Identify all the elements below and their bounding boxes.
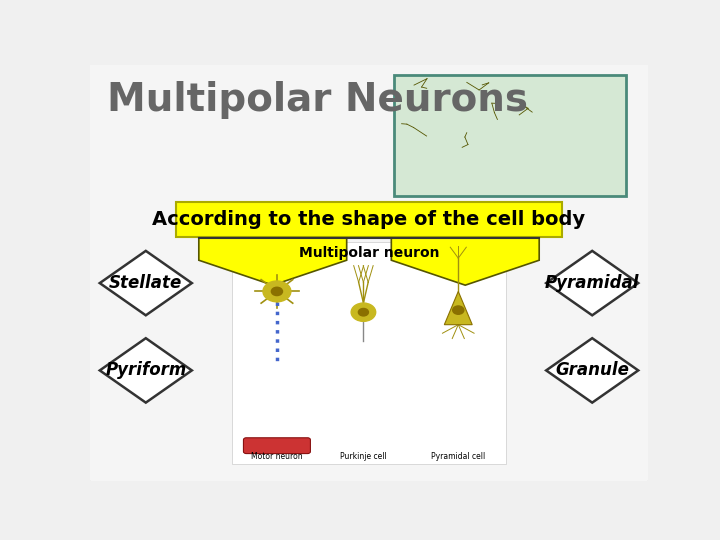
Text: Granule: Granule: [555, 361, 629, 380]
Circle shape: [453, 306, 464, 314]
Text: Multipolar neuron: Multipolar neuron: [299, 246, 439, 260]
Circle shape: [359, 308, 369, 316]
Polygon shape: [100, 251, 192, 315]
Polygon shape: [199, 238, 347, 285]
Circle shape: [271, 287, 282, 295]
Polygon shape: [100, 338, 192, 403]
Text: Purkinje cell: Purkinje cell: [340, 452, 387, 461]
Text: Stellate: Stellate: [109, 274, 182, 292]
FancyBboxPatch shape: [176, 202, 562, 238]
Text: Multipolar Neurons: Multipolar Neurons: [107, 82, 528, 119]
Text: According to the shape of the cell body: According to the shape of the cell body: [153, 210, 585, 229]
Polygon shape: [546, 338, 638, 403]
Polygon shape: [546, 251, 638, 315]
Text: Motor neuron: Motor neuron: [251, 452, 302, 461]
Polygon shape: [444, 292, 472, 325]
FancyBboxPatch shape: [243, 438, 310, 454]
Text: Pyriform: Pyriform: [105, 361, 186, 380]
Polygon shape: [392, 238, 539, 285]
Text: Pyramidal cell: Pyramidal cell: [431, 452, 485, 461]
Circle shape: [263, 281, 291, 302]
Circle shape: [351, 303, 376, 321]
FancyBboxPatch shape: [233, 241, 505, 464]
FancyBboxPatch shape: [86, 62, 652, 484]
Text: Pyramidal: Pyramidal: [545, 274, 639, 292]
FancyBboxPatch shape: [394, 75, 626, 196]
